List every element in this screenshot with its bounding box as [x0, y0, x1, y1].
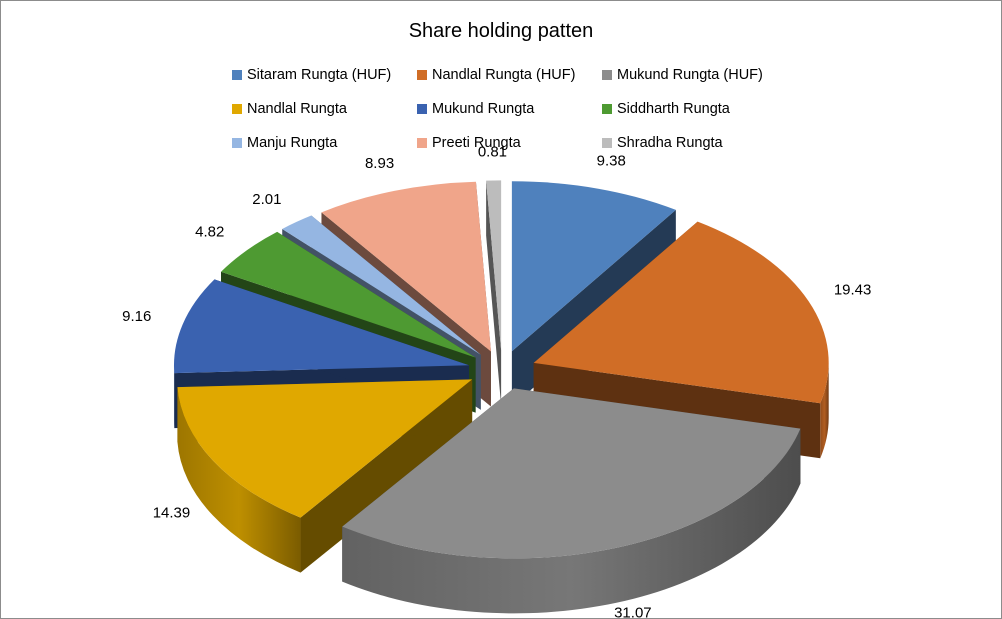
legend-swatch	[602, 138, 612, 148]
pie-slices	[173, 180, 829, 614]
legend: Sitaram Rungta (HUF) Nandlal Rungta (HUF…	[232, 66, 832, 152]
legend-item-mukund-rungta: Mukund Rungta	[417, 100, 602, 118]
legend-item-nandlal-rungta: Nandlal Rungta	[232, 100, 417, 118]
slice-top	[342, 388, 801, 559]
data-label-siddharth-rungta: 4.82	[195, 223, 224, 240]
data-label-mukund-rungta: 9.16	[122, 308, 151, 325]
data-label-manju-rungta: 2.01	[252, 191, 281, 208]
legend-label: Siddharth Rungta	[617, 101, 730, 117]
data-label-nandlal-rungta-huf: 19.43	[834, 281, 872, 298]
slice-top	[173, 279, 469, 374]
data-label-shradha-rungta: 0.81	[478, 143, 507, 160]
pie-data-labels: 9.38 19.43 31.07 14.39 9.16 4.82 2.01 8.93 0.81	[122, 143, 871, 619]
legend-label: Nandlal Rungta (HUF)	[432, 67, 576, 83]
legend-label: Preeti Rungta	[432, 135, 521, 151]
data-label-preeti-rungta: 8.93	[365, 155, 394, 172]
slice-top	[486, 180, 502, 351]
legend-item-nandlal-rungta-huf: Nandlal Rungta (HUF)	[417, 66, 602, 84]
slice-top	[321, 181, 491, 352]
legend-swatch	[417, 104, 427, 114]
slice-top	[221, 231, 476, 358]
legend-label: Mukund Rungta	[432, 101, 535, 117]
legend-swatch	[232, 104, 242, 114]
slice-top	[511, 181, 676, 352]
legend-swatch	[232, 70, 242, 80]
legend-swatch	[602, 70, 612, 80]
slice-side-wall	[486, 180, 502, 406]
legend-swatch	[602, 104, 612, 114]
slice-top	[177, 379, 473, 518]
pie-slice-shradha-rungta	[486, 180, 502, 406]
slice-outer-wall	[342, 428, 801, 614]
legend-label: Sitaram Rungta (HUF)	[247, 67, 392, 83]
legend-item-shradha-rungta: Shradha Rungta	[602, 134, 802, 152]
chart-title: Share holding patten	[408, 20, 594, 42]
data-label-mukund-rungta-huf: 31.07	[614, 604, 652, 619]
slice-outer-wall	[177, 387, 301, 573]
pie-slice-mukund-rungta-huf	[342, 388, 801, 614]
data-label-nandlal-rungta: 14.39	[153, 505, 191, 522]
pie-slice-nandlal-rungta	[177, 379, 473, 573]
slice-outer-wall	[820, 362, 829, 459]
slice-top	[533, 221, 829, 404]
slice-top	[282, 215, 481, 355]
legend-item-preeti-rungta: Preeti Rungta	[417, 134, 602, 152]
data-label-sitaram-rungta-huf: 9.38	[597, 153, 626, 170]
legend-item-manju-rungta: Manju Rungta	[232, 134, 417, 152]
legend-item-sitaram-rungta-huf: Sitaram Rungta (HUF)	[232, 66, 417, 84]
legend-item-mukund-rungta-huf: Mukund Rungta (HUF)	[602, 66, 802, 84]
legend-swatch	[417, 70, 427, 80]
legend-label: Mukund Rungta (HUF)	[617, 67, 763, 83]
legend-swatch	[232, 138, 242, 148]
legend-label: Manju Rungta	[247, 135, 338, 151]
legend-label: Shradha Rungta	[617, 135, 723, 151]
legend-swatch	[417, 138, 427, 148]
legend-label: Nandlal Rungta	[247, 101, 347, 117]
legend-item-siddharth-rungta: Siddharth Rungta	[602, 100, 802, 118]
